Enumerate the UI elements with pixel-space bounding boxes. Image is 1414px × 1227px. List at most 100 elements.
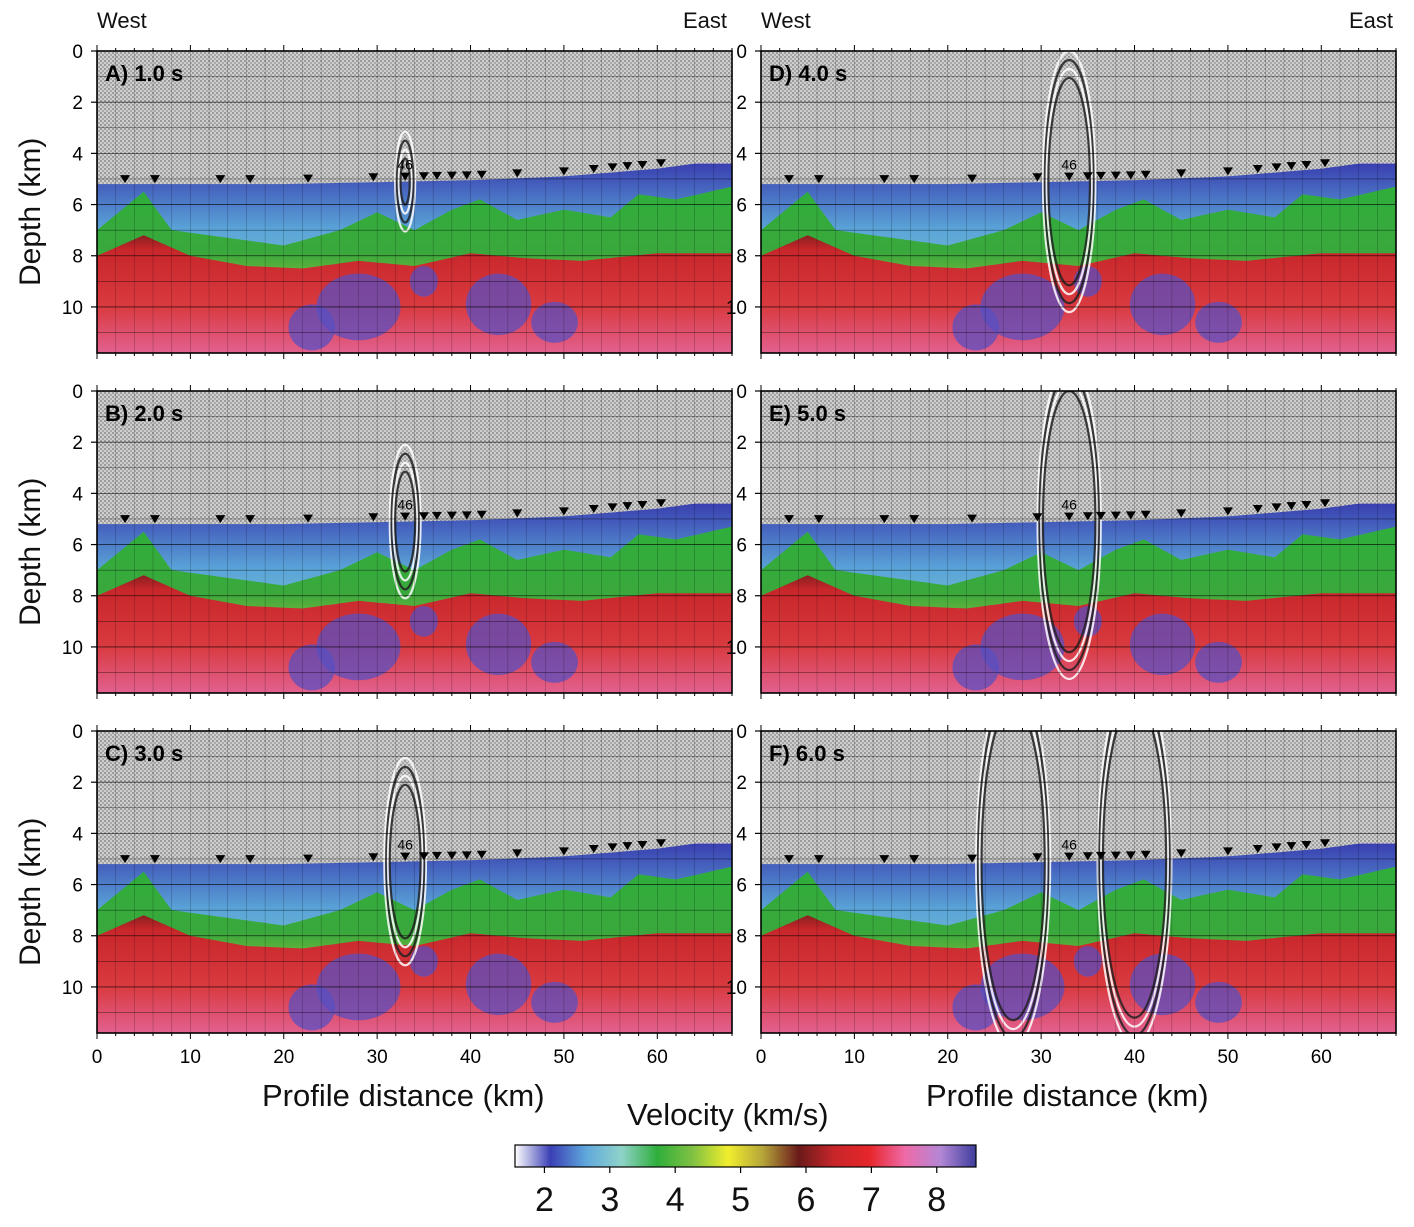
y-tick-label: 6 bbox=[72, 196, 83, 217]
station-marker bbox=[1032, 173, 1043, 182]
station-marker bbox=[967, 174, 978, 183]
station-marker bbox=[400, 172, 411, 181]
station-marker bbox=[418, 172, 429, 181]
station-marker bbox=[1252, 504, 1263, 513]
station-marker bbox=[120, 515, 131, 524]
y-tick-label: 6 bbox=[736, 536, 747, 557]
station-marker bbox=[120, 855, 131, 864]
station-marker bbox=[418, 852, 429, 861]
station-marker bbox=[1110, 511, 1121, 520]
station-marker bbox=[1320, 159, 1331, 168]
header-east-left: East bbox=[683, 8, 728, 33]
colorbar-tick-label: 8 bbox=[927, 1181, 947, 1219]
station-marker bbox=[1222, 507, 1233, 516]
wavefront-arc bbox=[388, 783, 422, 940]
station-marker bbox=[1286, 162, 1297, 171]
velocity-anomaly bbox=[1195, 301, 1242, 343]
station-marker bbox=[461, 511, 472, 520]
station-label: 46 bbox=[397, 157, 413, 173]
station-label: 46 bbox=[1061, 837, 1077, 853]
station-marker bbox=[1110, 171, 1121, 180]
wavefront-arc bbox=[1098, 731, 1171, 1033]
velocity-anomaly bbox=[288, 304, 336, 351]
panel-title: A) 1.0 s bbox=[105, 61, 183, 86]
velocity-anomaly bbox=[288, 644, 336, 691]
station-marker bbox=[607, 163, 618, 172]
wavefront-arc bbox=[385, 765, 426, 958]
y-tick-label: 8 bbox=[72, 247, 83, 268]
station-marker bbox=[1064, 172, 1075, 181]
station-marker bbox=[558, 507, 569, 516]
station-marker bbox=[588, 844, 599, 853]
y-tick-label: 8 bbox=[736, 927, 747, 948]
station-marker bbox=[1032, 513, 1043, 522]
station-marker bbox=[476, 510, 487, 519]
wavefront-arc bbox=[980, 731, 1046, 1022]
y-tick-label: 10 bbox=[62, 978, 83, 999]
y-tick-label: 6 bbox=[736, 876, 747, 897]
station-marker bbox=[909, 855, 920, 864]
station-marker bbox=[400, 852, 411, 861]
station-marker bbox=[1095, 511, 1106, 520]
station-label: 46 bbox=[1061, 497, 1077, 513]
y-tick-label: 0 bbox=[736, 722, 747, 743]
velocity-anomaly bbox=[531, 641, 578, 683]
x-tick-label: 10 bbox=[180, 1047, 201, 1068]
station-marker bbox=[418, 512, 429, 521]
station-marker bbox=[512, 509, 523, 518]
station-marker bbox=[1286, 502, 1297, 511]
station-marker bbox=[1140, 850, 1151, 859]
station-marker bbox=[368, 853, 379, 862]
station-marker bbox=[588, 164, 599, 173]
station-marker bbox=[879, 515, 890, 524]
station-marker bbox=[879, 855, 890, 864]
station-marker bbox=[1176, 169, 1187, 178]
header-west-left: West bbox=[97, 8, 147, 33]
x-tick-label: 40 bbox=[460, 1047, 481, 1068]
station-marker bbox=[245, 855, 256, 864]
wavefront-arc bbox=[975, 731, 1052, 1033]
station-marker bbox=[656, 499, 667, 508]
y-tick-label: 0 bbox=[72, 382, 83, 403]
panel-title: E) 5.0 s bbox=[769, 401, 846, 426]
y-tick-label: 0 bbox=[72, 722, 83, 743]
station-marker bbox=[215, 515, 226, 524]
station-marker bbox=[461, 851, 472, 860]
x-tick-label: 40 bbox=[1124, 1047, 1145, 1068]
y-tick-label: 8 bbox=[72, 927, 83, 948]
station-marker bbox=[1032, 853, 1043, 862]
velocity-anomaly bbox=[288, 984, 336, 1031]
colorbar-tick-label: 7 bbox=[861, 1181, 881, 1219]
station-marker bbox=[1301, 840, 1312, 849]
station-marker bbox=[149, 515, 160, 524]
station-marker bbox=[1082, 852, 1093, 861]
station-marker bbox=[1252, 164, 1263, 173]
station-marker bbox=[1176, 509, 1187, 518]
velocity-anomaly bbox=[465, 953, 532, 1016]
station-marker bbox=[303, 174, 314, 183]
station-marker bbox=[303, 854, 314, 863]
station-marker bbox=[245, 515, 256, 524]
y-tick-label: 0 bbox=[72, 42, 83, 63]
velocity-anomaly bbox=[531, 981, 578, 1023]
y-tick-label: 2 bbox=[736, 93, 747, 114]
station-marker bbox=[1095, 851, 1106, 860]
station-marker bbox=[446, 171, 457, 180]
station-marker bbox=[813, 175, 824, 184]
station-marker bbox=[512, 849, 523, 858]
wavefront-arc bbox=[386, 774, 424, 949]
station-marker bbox=[1095, 171, 1106, 180]
station-marker bbox=[1125, 511, 1136, 520]
wavefront-arc bbox=[383, 756, 428, 967]
x-axis-label-right: Profile distance (km) bbox=[926, 1078, 1209, 1113]
station-marker bbox=[1271, 163, 1282, 172]
y-tick-label: 2 bbox=[736, 433, 747, 454]
station-marker bbox=[512, 169, 523, 178]
station-marker bbox=[368, 513, 379, 522]
station-marker bbox=[607, 843, 618, 852]
station-marker bbox=[446, 511, 457, 520]
